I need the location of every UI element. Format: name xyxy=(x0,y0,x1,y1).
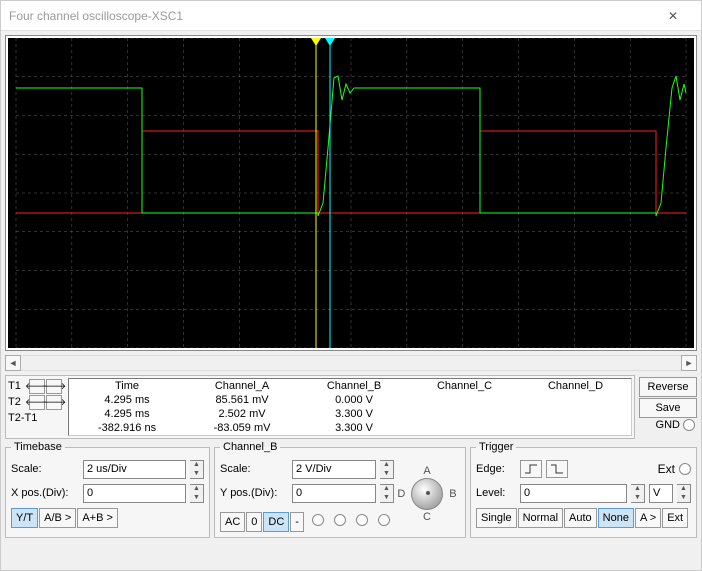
scope-display xyxy=(8,38,694,348)
scroll-left-icon[interactable]: ◄ xyxy=(5,355,21,371)
trigger-legend: Trigger xyxy=(476,441,516,453)
channel-ypos-stepper[interactable]: ▲▼ xyxy=(380,484,394,503)
trigger-unit-stepper[interactable]: ▲▼ xyxy=(677,484,691,503)
cursor-header: Channel_C xyxy=(409,379,520,393)
gnd-label: GND xyxy=(656,419,680,431)
titlebar: Four channel oscilloscope-XSC1 ✕ xyxy=(1,1,701,31)
trigger-button-ext[interactable]: Ext xyxy=(662,508,688,528)
cursor-cell xyxy=(520,421,631,435)
level-label: Level: xyxy=(476,487,516,499)
timebase-legend: Timebase xyxy=(11,441,65,453)
cursor-readout-table: TimeChannel_AChannel_BChannel_CChannel_D… xyxy=(68,378,632,436)
channel-selector-dial[interactable] xyxy=(411,478,443,510)
dial-d-label: D xyxy=(397,488,405,500)
save-button[interactable]: Save xyxy=(639,398,697,418)
scroll-track[interactable] xyxy=(21,355,681,371)
trigger-button-normal[interactable]: Normal xyxy=(518,508,563,528)
scale-label: Scale: xyxy=(11,463,79,475)
t2t1-label: T2-T1 xyxy=(8,412,48,424)
coupling-button-dc[interactable]: DC xyxy=(263,512,289,532)
timebase-mode-ab[interactable]: A/B > xyxy=(39,508,76,528)
timebase-scale-stepper[interactable]: ▲▼ xyxy=(190,460,204,479)
timebase-mode-yt[interactable]: Y/T xyxy=(11,508,38,528)
edge-label: Edge: xyxy=(476,463,516,475)
trigger-button-none[interactable]: None xyxy=(598,508,634,528)
cursor-section: T1 🡐 🡒 T2 🡐 🡒 T2-T1 TimeChannel_AChannel… xyxy=(5,375,635,439)
trigger-button-single[interactable]: Single xyxy=(476,508,517,528)
cursor-cell: -83.059 mV xyxy=(185,421,299,435)
timebase-mode-ab[interactable]: A+B > xyxy=(77,508,118,528)
t2-right-button[interactable]: 🡒 xyxy=(46,395,62,410)
trigger-level-stepper[interactable]: ▲▼ xyxy=(631,484,645,503)
cursor-cell xyxy=(409,421,520,435)
trigger-level-unit[interactable]: V xyxy=(649,484,673,503)
dial-a-label: A xyxy=(423,465,430,477)
timebase-xpos-input[interactable]: 0 xyxy=(83,484,186,503)
trigger-button-a[interactable]: A > xyxy=(635,508,661,528)
channel-legend: Channel_B xyxy=(220,441,280,453)
cursor-controls: T1 🡐 🡒 T2 🡐 🡒 T2-T1 xyxy=(6,376,66,438)
cursor-cell: 3.300 V xyxy=(299,421,409,435)
cursor-cell: -382.916 ns xyxy=(69,421,185,435)
cursor-header: Channel_A xyxy=(185,379,299,393)
cursor-header: Channel_D xyxy=(520,379,631,393)
ch-radio-b[interactable] xyxy=(334,514,346,526)
timebase-xpos-stepper[interactable]: ▲▼ xyxy=(190,484,204,503)
cursor-cell: 0.000 V xyxy=(299,393,409,407)
cursor-cell: 3.300 V xyxy=(299,407,409,421)
window-title: Four channel oscilloscope-XSC1 xyxy=(9,9,653,23)
ext-label: Ext xyxy=(658,462,675,476)
cursor-header: Time xyxy=(69,379,185,393)
cursor-header: Channel_B xyxy=(299,379,409,393)
oscilloscope-window: Four channel oscilloscope-XSC1 ✕ ◄ ► T1 … xyxy=(0,0,702,571)
coupling-button-[interactable]: - xyxy=(290,512,304,532)
cursor-cell: 4.295 ms xyxy=(69,407,185,421)
cursor-cell xyxy=(520,393,631,407)
horizontal-scrollbar[interactable]: ◄ ► xyxy=(5,355,697,371)
channel-scale-input[interactable]: 2 V/Div xyxy=(292,460,376,479)
trigger-panel: Trigger Edge: Ext Level: 0 ▲▼ V ▲▼ Singl… xyxy=(470,441,697,538)
cursor-cell xyxy=(409,393,520,407)
reverse-button[interactable]: Reverse xyxy=(639,377,697,397)
cursor-cell: 2.502 mV xyxy=(185,407,299,421)
close-icon[interactable]: ✕ xyxy=(653,9,693,23)
controls-area: T1 🡐 🡒 T2 🡐 🡒 T2-T1 TimeChannel_AChannel… xyxy=(5,375,697,566)
t1-right-button[interactable]: 🡒 xyxy=(46,379,62,394)
edge-falling-button[interactable] xyxy=(546,460,568,478)
timebase-panel: Timebase Scale: 2 us/Div ▲▼ X pos.(Div):… xyxy=(5,441,210,538)
ypos-label: Y pos.(Div): xyxy=(220,487,288,499)
scroll-right-icon[interactable]: ► xyxy=(681,355,697,371)
ch-radio-d[interactable] xyxy=(378,514,390,526)
dial-b-label: B xyxy=(449,488,456,500)
dial-c-label: C xyxy=(423,511,431,523)
ch-radio-c[interactable] xyxy=(356,514,368,526)
ext-radio[interactable] xyxy=(679,463,691,475)
edge-rising-button[interactable] xyxy=(520,460,542,478)
channel-scale-stepper[interactable]: ▲▼ xyxy=(380,460,394,479)
cursor-cell: 4.295 ms xyxy=(69,393,185,407)
xpos-label: X pos.(Div): xyxy=(11,487,79,499)
side-buttons: Reverse Save GND xyxy=(639,375,697,439)
trigger-button-auto[interactable]: Auto xyxy=(564,508,597,528)
gnd-radio[interactable] xyxy=(683,419,695,431)
ch-radio-a[interactable] xyxy=(312,514,324,526)
cursor-cell xyxy=(520,407,631,421)
trigger-level-input[interactable]: 0 xyxy=(520,484,627,503)
ch-scale-label: Scale: xyxy=(220,463,288,475)
scope-frame xyxy=(5,35,697,351)
channel-panel: Channel_B Scale: 2 V/Div ▲▼ Y pos.(Div):… xyxy=(214,441,466,538)
coupling-button-0[interactable]: 0 xyxy=(246,512,262,532)
cursor-cell: 85.561 mV xyxy=(185,393,299,407)
channel-dial-area: A D B C xyxy=(394,456,460,532)
timebase-scale-input[interactable]: 2 us/Div xyxy=(83,460,186,479)
coupling-button-ac[interactable]: AC xyxy=(220,512,245,532)
channel-ypos-input[interactable]: 0 xyxy=(292,484,376,503)
cursor-cell xyxy=(409,407,520,421)
